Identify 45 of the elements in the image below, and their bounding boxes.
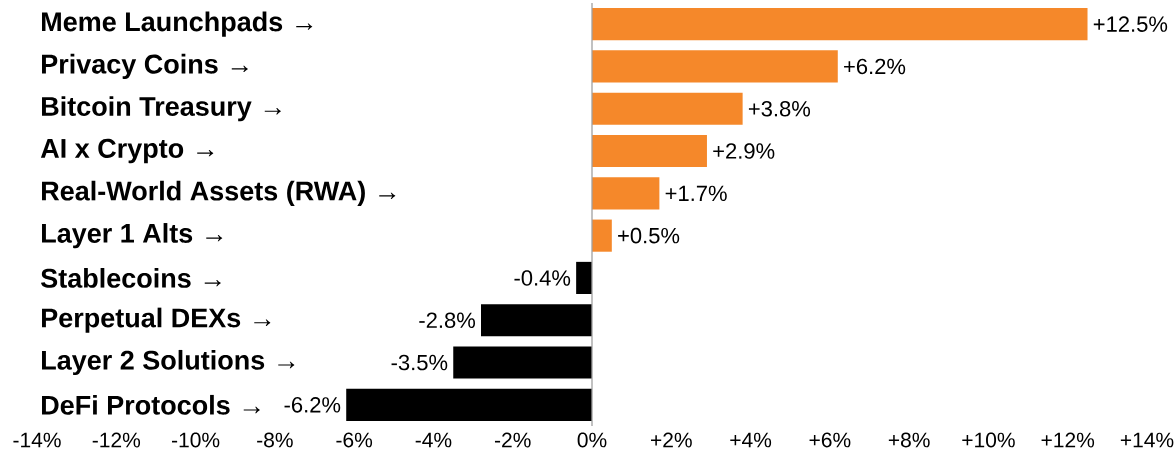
x-tick-label: -12% [92,432,141,448]
bar [592,50,838,83]
data-label: -2.8% [419,312,476,329]
x-tick-label: +2% [650,432,692,448]
x-tick-label: -6% [336,432,373,448]
y-tick-label: Privacy Coins → [42,53,248,80]
x-tick-label: -4% [415,432,452,448]
data-label: -0.4% [514,270,571,286]
y-tick-label: AI x Crypto → [40,138,214,164]
bar [592,92,743,125]
y-tick-label: Meme Launchpads → [42,11,313,37]
bar [576,261,592,295]
x-tick-label: +10% [962,432,1015,448]
x-tick-label: -14% [13,432,61,448]
x-tick-label: +8% [888,432,930,448]
y-tick-label: Bitcoin Treasury → [42,96,281,122]
y-tick-label: Layer 2 Solutions → [42,349,295,376]
data-label: -6.2% [284,397,341,413]
data-label: -3.5% [391,354,448,371]
x-tick-label: +4% [730,432,772,448]
y-tick-label: DeFi Protocols → [42,394,260,415]
data-label: +0.5% [618,227,680,244]
x-tick-label: -8% [257,432,293,448]
x-tick-label: -10% [171,432,220,448]
bar [453,346,592,379]
data-label: +1.7% [665,185,727,202]
bar [592,134,707,168]
data-label: +2.9% [713,143,775,159]
data-label: +6.2% [844,58,906,75]
x-tick-label: 0% [577,432,607,448]
x-tick-label: -2% [494,432,531,448]
bar [481,304,592,337]
y-tick-label: Perpetual DEXs → [42,307,271,333]
bar [346,388,592,421]
y-tick-label: Real-World Assets (RWA) → [42,180,396,206]
y-tick-label: Stablecoins → [41,268,221,288]
data-label: +3.8% [748,100,811,117]
bar [592,8,1088,41]
y-tick-label: Layer 1 Alts → [42,223,223,249]
x-tick-label: +14% [1120,432,1174,448]
bar [592,219,612,252]
bar [592,177,660,210]
x-tick-label: +12% [1041,432,1095,448]
data-label: +12.5% [1093,16,1168,32]
x-tick-label: +6% [809,432,851,448]
